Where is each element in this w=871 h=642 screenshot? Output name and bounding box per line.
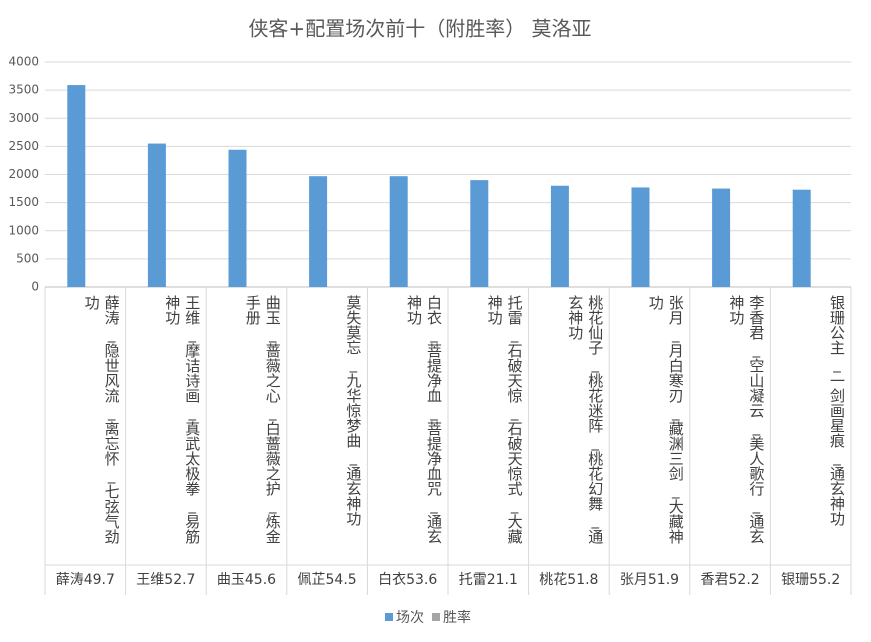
y-tick-label: 2500 xyxy=(8,139,39,153)
x-tick-label: 托雷_石破天惊_石破天惊式_大藏神功 xyxy=(485,295,524,544)
x-tick-label: 王维_摩诘诗画_真武太极拳_易筋神功 xyxy=(163,295,202,544)
group-label: 银珊55.2 xyxy=(781,572,841,588)
group-label: 佩芷54.5 xyxy=(297,572,357,588)
group-label: 桃花51.8 xyxy=(539,572,599,588)
bar xyxy=(550,185,569,287)
bar xyxy=(470,180,489,287)
legend-label: 场次 xyxy=(396,610,424,626)
x-tick-label: 李香君_空山凝云_美人歌行_通玄神功 xyxy=(727,295,766,544)
bar xyxy=(712,188,731,287)
y-tick-label: 500 xyxy=(16,251,39,265)
y-tick-label: 3000 xyxy=(8,111,39,125)
y-tick-label: 4000 xyxy=(8,55,39,69)
y-tick-label: 1000 xyxy=(8,223,39,237)
group-label: 薛涛49.7 xyxy=(55,572,115,588)
bar xyxy=(228,149,247,287)
legend-swatch xyxy=(432,613,440,621)
y-tick-label: 0 xyxy=(31,280,39,294)
x-tick-label: 银珊公主_一剑画星痕_通玄神功 xyxy=(827,295,846,526)
x-tick-label: 薛涛_隐世风流_离忘怀_七弦气劲功 xyxy=(82,295,121,544)
group-label: 香君52.2 xyxy=(700,572,760,588)
group-label: 张月51.9 xyxy=(619,572,680,588)
group-label: 曲玉45.6 xyxy=(216,572,277,588)
x-tick-label: 张月_月白寒刃_藏渊三剑_大藏神功 xyxy=(646,295,685,544)
x-tick-label: 白衣_菩提净血_菩提净血咒_通玄神功 xyxy=(404,295,443,544)
group-label: 托雷21.1 xyxy=(458,572,518,588)
x-tick-label: 莫失莫忘_九华惊梦曲_通玄神功 xyxy=(344,295,363,526)
bar xyxy=(792,189,811,287)
x-tick-label: 桃花仙子_桃花迷阵_桃花幻舞_通玄神功 xyxy=(566,295,605,544)
bar xyxy=(389,176,408,287)
y-tick-label: 2000 xyxy=(8,167,39,181)
y-tick-label: 1500 xyxy=(8,195,39,209)
legend-label: 胜率 xyxy=(443,609,471,626)
legend-swatch xyxy=(385,613,393,621)
bar xyxy=(147,143,166,287)
x-tick-label: 曲玉_蔷薇之心_白蔷薇之护_炼金手册 xyxy=(243,295,282,544)
bar xyxy=(631,187,650,287)
bar xyxy=(67,85,86,287)
group-label: 白衣53.6 xyxy=(378,572,438,588)
y-tick-label: 3500 xyxy=(8,83,39,97)
chart-title: 侠客+配置场次前十（附胜率） 莫洛亚 xyxy=(248,17,591,41)
group-label: 王维52.7 xyxy=(136,572,196,588)
bar xyxy=(309,176,328,287)
